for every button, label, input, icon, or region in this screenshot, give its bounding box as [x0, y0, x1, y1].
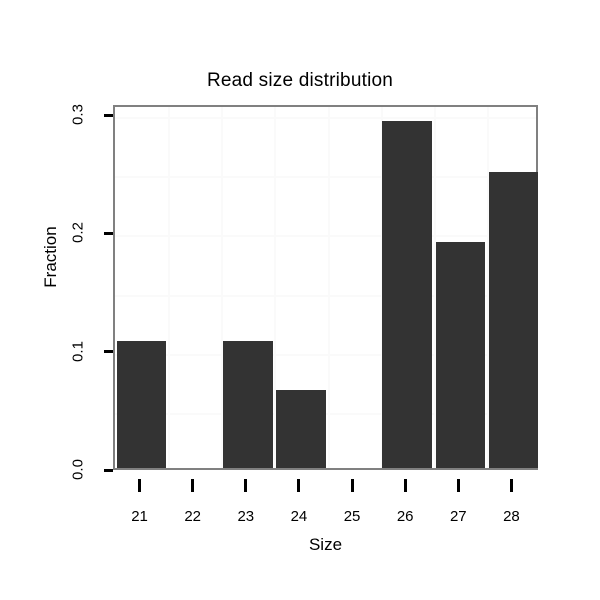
- gridline-horizontal: [115, 117, 536, 119]
- gridline-horizontal: [115, 235, 536, 238]
- bar-28: [488, 172, 539, 468]
- x-axis-title: Size: [308, 535, 343, 554]
- plot-panel: [113, 105, 539, 470]
- bars-layer: [115, 107, 539, 468]
- bar-23: [223, 341, 273, 468]
- y-tick-label: 0.3: [69, 104, 87, 125]
- y-tick-mark: [104, 231, 113, 235]
- x-tick-label: 28: [503, 508, 520, 525]
- gridline-vertical: [486, 107, 489, 468]
- chart-title: Read size distribution: [206, 70, 394, 91]
- gridline-horizontal: [115, 353, 536, 356]
- y-tick-mark: [104, 468, 113, 472]
- x-tick-mark: [456, 479, 460, 492]
- bar-21: [116, 341, 167, 468]
- x-tick-label: 25: [343, 508, 361, 525]
- gridline-vertical: [327, 107, 330, 468]
- x-tick-label: 22: [184, 508, 202, 525]
- bar-24: [276, 389, 326, 468]
- x-tick-mark: [297, 479, 301, 492]
- x-tick-mark: [509, 479, 513, 492]
- gridline-vertical: [274, 107, 277, 468]
- y-tick-label: 0.2: [69, 222, 87, 244]
- y-tick-mark: [104, 113, 113, 117]
- x-tick-label: 26: [396, 508, 414, 525]
- x-tick-label: 21: [131, 508, 148, 525]
- gridline-vertical: [380, 107, 383, 468]
- x-tick-label: 27: [449, 508, 467, 525]
- x-tick-label: 23: [237, 508, 255, 525]
- gridline-horizontal: [115, 176, 536, 179]
- gridline-vertical: [168, 107, 171, 468]
- y-tick-label: 0.0: [69, 459, 87, 480]
- bar-27: [435, 241, 486, 468]
- y-tick-mark: [104, 350, 113, 354]
- y-tick-label: 0.1: [69, 340, 87, 362]
- x-tick-mark: [138, 479, 142, 492]
- x-tick-mark: [403, 479, 407, 492]
- bar-26: [382, 121, 432, 468]
- gridline-horizontal: [115, 294, 536, 297]
- gridline-vertical: [221, 107, 224, 468]
- gridline-vertical: [433, 107, 436, 468]
- x-tick-mark: [244, 479, 248, 492]
- x-tick-mark: [191, 479, 195, 492]
- x-tick-mark: [350, 479, 354, 492]
- y-axis-title: Fraction: [41, 226, 60, 288]
- x-tick-label: 24: [290, 508, 308, 525]
